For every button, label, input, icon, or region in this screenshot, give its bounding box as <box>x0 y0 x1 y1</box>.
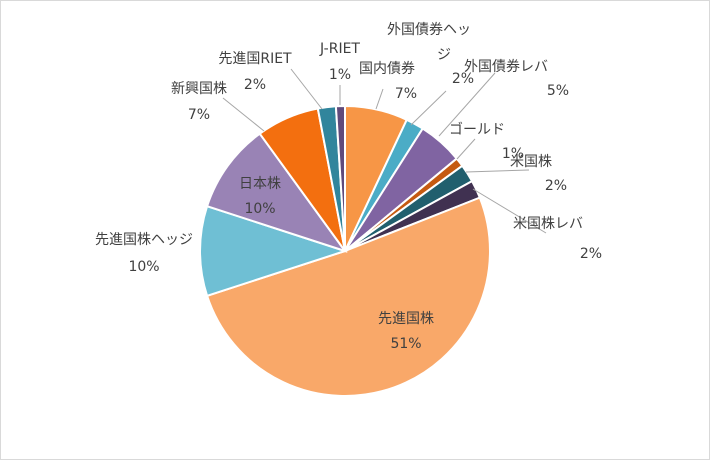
slice-percent-label: 5% <box>547 83 569 99</box>
pie-slices <box>199 104 491 397</box>
pie-slice <box>334 104 346 252</box>
leader-line <box>465 169 530 173</box>
slice-percent-label: 2% <box>545 178 567 194</box>
slice-name-label: 先進国RIET <box>218 51 292 67</box>
pie-slice <box>205 132 348 253</box>
slice-percent-label: 2% <box>580 246 602 262</box>
slice-name-label: 外国債券ヘッ <box>387 22 471 38</box>
slice-name-label: 米国株 <box>510 154 552 170</box>
leader-line <box>375 88 384 110</box>
slice-labels: 国内債券7%外国債券ヘッジ2%外国債券レバ5%ゴールド1%米国株2%米国株レバ2… <box>95 22 602 352</box>
slice-name-label: 外国債券レバ <box>464 59 548 75</box>
leader-line <box>456 138 476 160</box>
slice-percent-label: 2% <box>244 77 266 93</box>
leader-line <box>410 90 447 126</box>
leader-line <box>222 97 265 132</box>
slice-name-label: ジ <box>437 47 451 63</box>
slice-percent-label: 10% <box>244 201 275 217</box>
slice-name-label: 国内債券 <box>359 61 415 77</box>
slice-percent-label: 2% <box>452 71 474 87</box>
slice-name-label: 新興国株 <box>171 81 227 97</box>
slice-name-label: J-RIET <box>319 41 360 57</box>
slice-name-label: 先進国株 <box>378 311 434 327</box>
pie-slice <box>205 196 491 397</box>
slice-name-label: 日本株 <box>239 176 281 192</box>
slice-name-label: ゴールド <box>449 121 505 138</box>
leader-lines <box>222 68 547 234</box>
slice-percent-label: 7% <box>188 107 210 123</box>
slice-percent-label: 10% <box>128 259 159 275</box>
leader-line <box>290 68 323 110</box>
slice-percent-label: 1% <box>502 146 524 162</box>
slice-name-label: 米国株レバ <box>513 216 583 232</box>
slice-percent-label: 51% <box>390 336 421 352</box>
leader-line <box>438 72 496 137</box>
pie-slice <box>199 204 349 298</box>
slice-name-label: 先進国株ヘッジ <box>95 232 193 248</box>
slice-percent-label: 7% <box>395 86 417 102</box>
slice-percent-label: 1% <box>329 67 351 83</box>
leader-line <box>472 188 547 234</box>
